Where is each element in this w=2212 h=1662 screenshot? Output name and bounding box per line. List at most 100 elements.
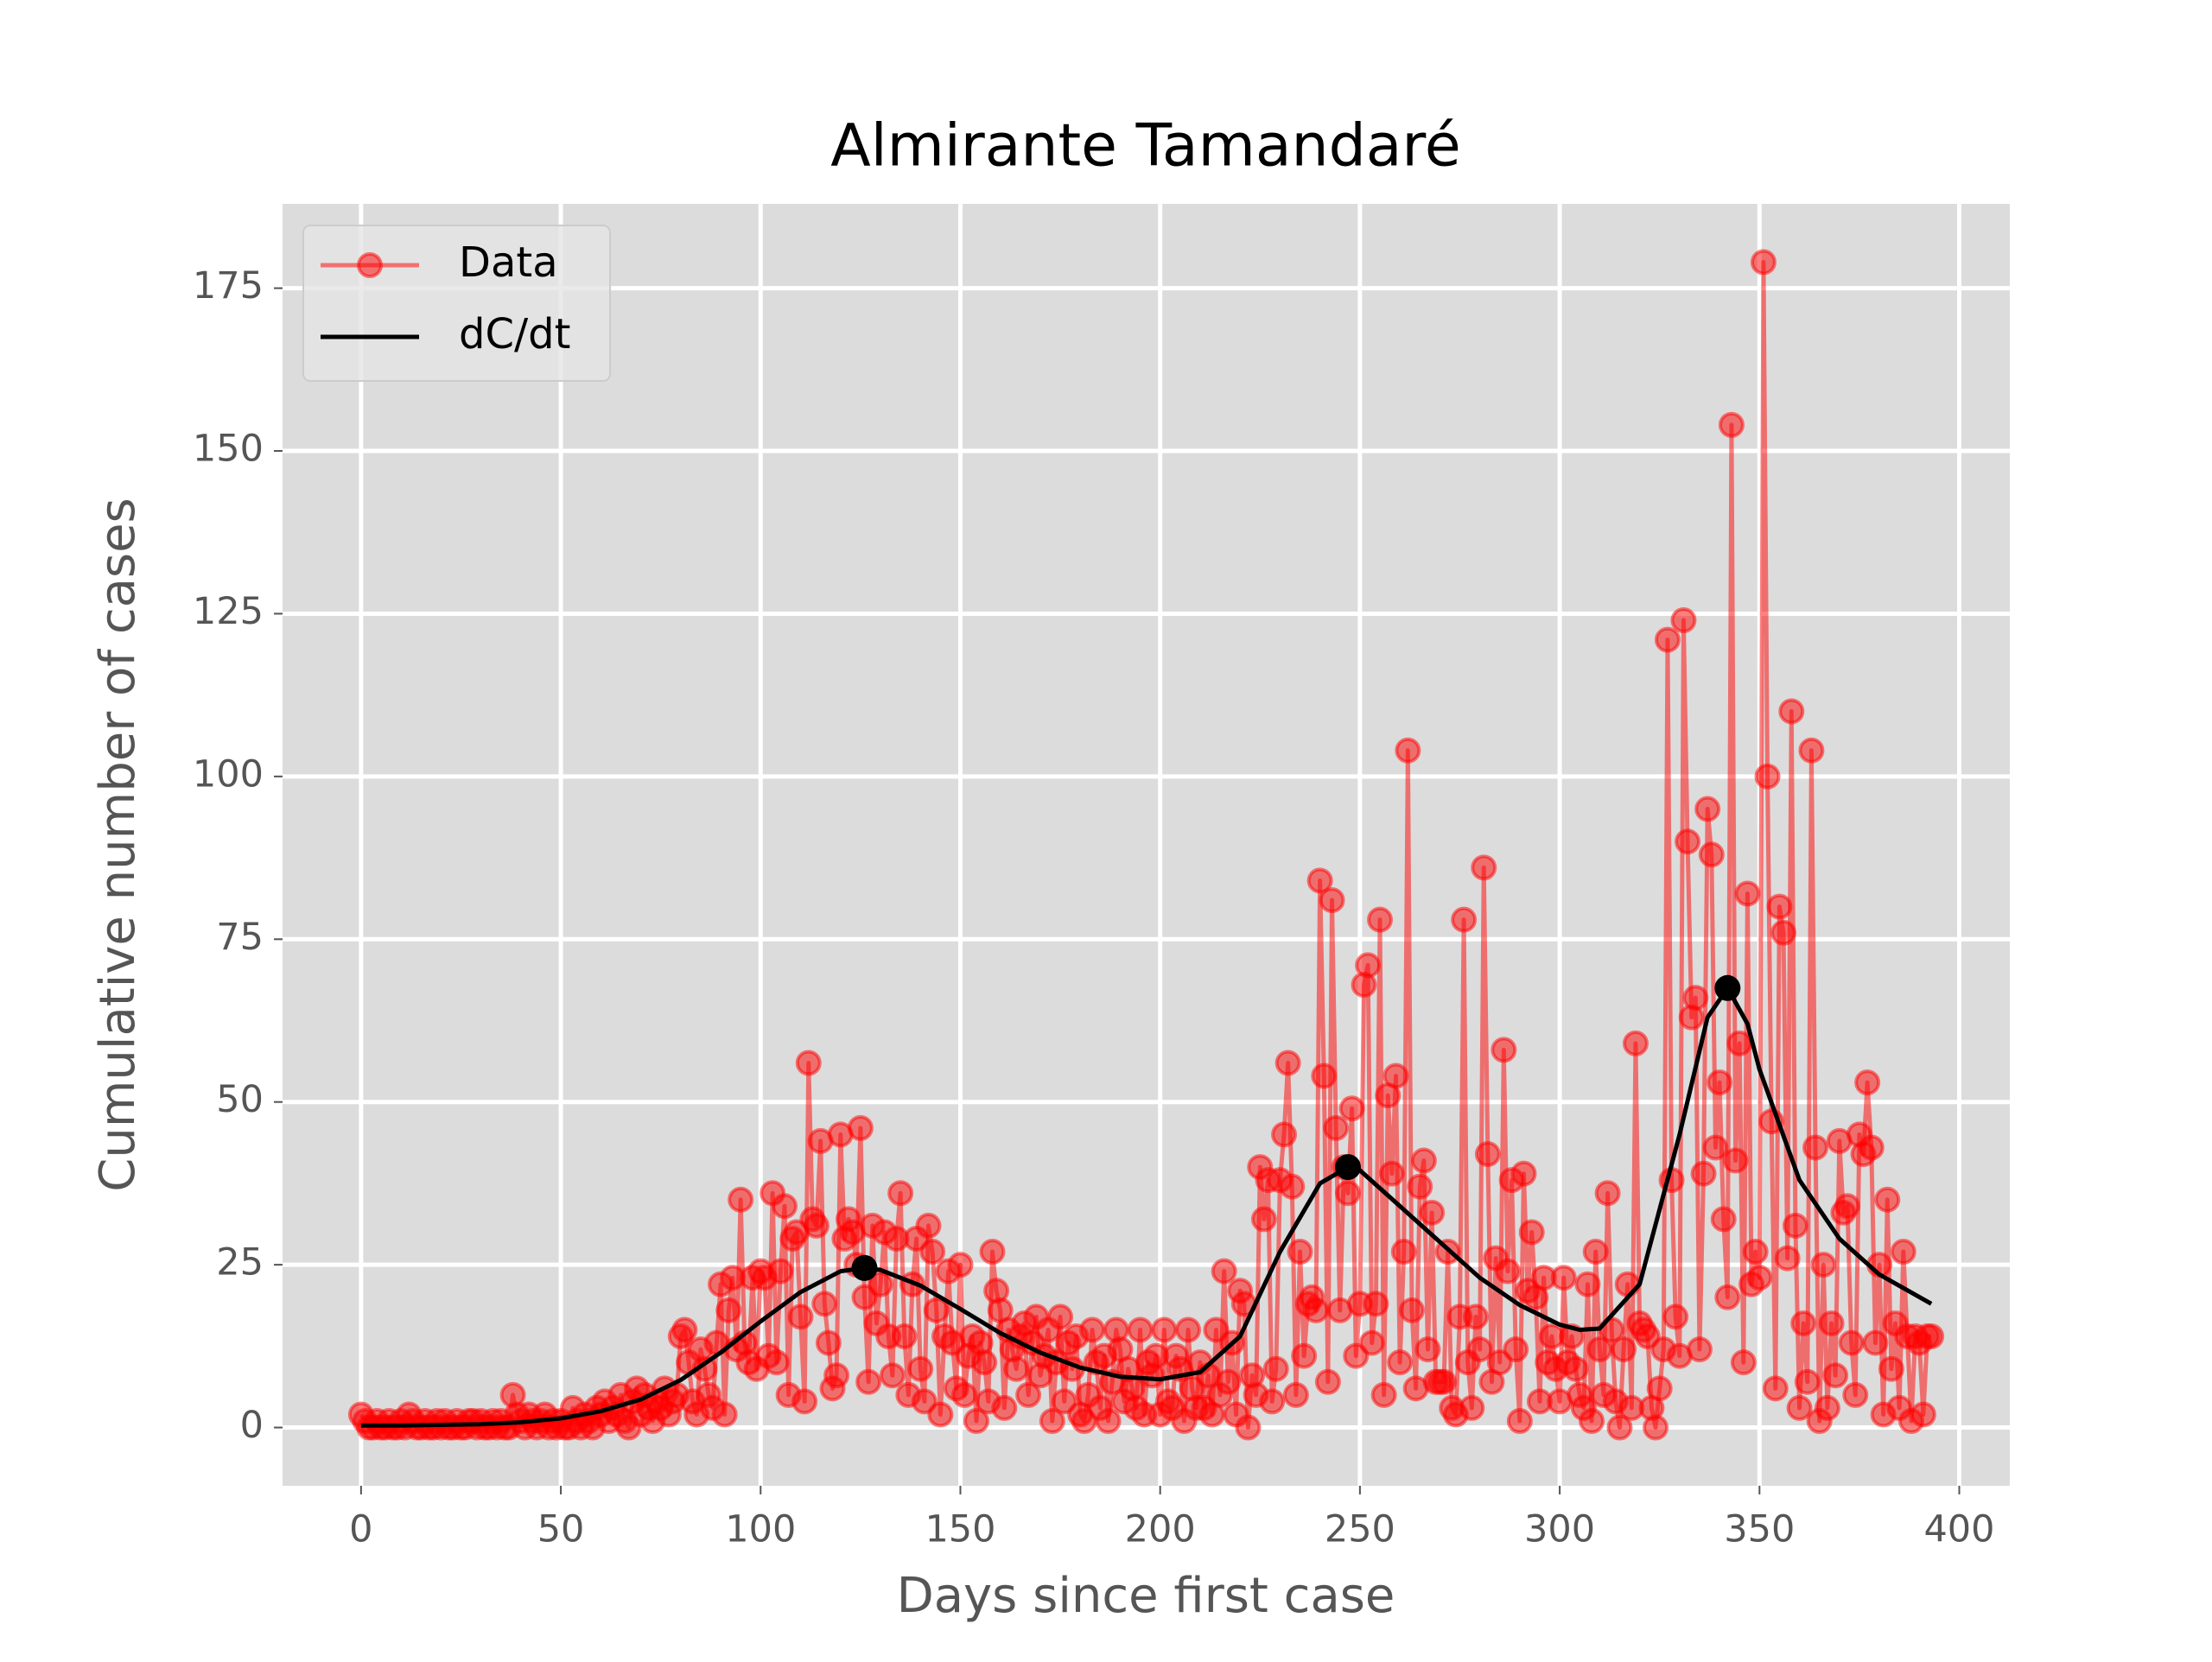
data-point <box>1550 1265 1577 1291</box>
chart-title: Almirante Tamandaré <box>830 112 1460 181</box>
data-point <box>963 1408 989 1435</box>
y-tick-label: 150 <box>193 428 264 471</box>
data-point <box>1494 1258 1521 1285</box>
data-point <box>1802 1134 1829 1161</box>
data-point <box>1842 1381 1869 1408</box>
data-point <box>1746 1265 1773 1291</box>
y-axis-label: Cumulative number of cases <box>90 498 146 1191</box>
data-point <box>1363 1291 1389 1317</box>
data-point <box>1430 1368 1457 1395</box>
y-tick-label: 125 <box>193 590 264 633</box>
data-point <box>1491 1037 1517 1063</box>
legend: Data dC/dt <box>302 225 611 382</box>
data-point <box>1918 1323 1945 1350</box>
data-point <box>1015 1381 1042 1408</box>
data-point <box>915 1212 942 1239</box>
data-point <box>1471 854 1497 881</box>
data-point <box>1047 1304 1074 1330</box>
data-point <box>1562 1355 1589 1382</box>
peak-point <box>851 1254 878 1281</box>
data-point <box>1451 906 1478 933</box>
data-point <box>1818 1310 1845 1336</box>
data-point <box>1734 880 1761 907</box>
data-point <box>1358 1329 1385 1356</box>
data-point <box>1370 1381 1397 1408</box>
data-point <box>1762 1375 1789 1402</box>
data-point <box>1095 1408 1122 1435</box>
data-point <box>1854 1069 1881 1096</box>
data-point <box>1622 1030 1649 1056</box>
data-point <box>767 1258 794 1285</box>
data-point <box>887 1180 914 1207</box>
data-point <box>1686 1336 1713 1363</box>
data-point <box>715 1297 742 1323</box>
data-point <box>1782 1212 1808 1239</box>
data-point <box>1215 1368 1242 1395</box>
data-point <box>671 1316 698 1343</box>
data-point <box>1670 606 1697 633</box>
x-axis-label: Days since first case <box>897 1568 1395 1624</box>
data-point <box>1282 1381 1309 1408</box>
legend-label: Data <box>459 238 558 287</box>
data-point <box>1862 1329 1889 1356</box>
peak-point <box>1714 974 1741 1001</box>
data-point <box>1503 1336 1529 1363</box>
data-point <box>815 1329 842 1356</box>
data-point <box>1306 867 1333 894</box>
grid <box>283 204 2010 1486</box>
data-point <box>1646 1375 1673 1402</box>
data-point <box>907 1355 934 1382</box>
data-point <box>1690 1160 1717 1187</box>
data-point <box>1594 1180 1621 1207</box>
data-point <box>1611 1336 1637 1363</box>
data-point <box>1722 1147 1749 1174</box>
data-point <box>1730 1349 1757 1376</box>
data-point <box>1910 1401 1936 1428</box>
data-point <box>823 1362 850 1389</box>
data-point <box>947 1252 974 1278</box>
data-point <box>1790 1310 1817 1336</box>
data-point <box>763 1349 790 1376</box>
marks <box>347 249 1945 1441</box>
data-point <box>1395 737 1421 764</box>
x-tick-label: 250 <box>1325 1508 1395 1551</box>
x-tick-label: 0 <box>349 1508 372 1551</box>
data-point <box>991 1394 1018 1421</box>
data-point <box>1518 1219 1545 1246</box>
data-point <box>1810 1252 1837 1278</box>
y-tick-label: 25 <box>216 1241 264 1285</box>
data-point <box>1654 626 1681 653</box>
data-point <box>1822 1362 1849 1389</box>
data-point <box>1742 1239 1769 1266</box>
data-point <box>1614 1271 1641 1297</box>
data-point <box>787 1304 814 1330</box>
data-point <box>1279 1173 1306 1200</box>
data-point <box>1355 952 1382 979</box>
legend-label: dC/dt <box>459 310 570 358</box>
data-point <box>1287 1239 1313 1266</box>
data-point <box>1303 1297 1330 1323</box>
data-point <box>1750 249 1777 276</box>
data-point <box>1675 828 1701 855</box>
data-point <box>1407 1173 1433 1200</box>
data-point <box>1506 1408 1533 1435</box>
data-point <box>1335 1180 1362 1207</box>
data-point <box>867 1271 893 1297</box>
data-point <box>1414 1336 1441 1363</box>
data-point <box>1890 1239 1916 1266</box>
data-point <box>1770 919 1797 946</box>
data-point <box>1698 841 1725 868</box>
peak-point <box>1335 1154 1362 1181</box>
data-point <box>1250 1206 1277 1233</box>
data-point <box>728 1186 754 1213</box>
x-tick-label: 200 <box>1125 1508 1196 1551</box>
data-point <box>1390 1239 1417 1266</box>
data-point <box>1794 1368 1821 1395</box>
data-point <box>1175 1316 1202 1343</box>
y-tick-label: 175 <box>193 264 264 308</box>
data-point <box>1858 1134 1885 1161</box>
data-point <box>1682 985 1709 1012</box>
data-point <box>1798 737 1825 764</box>
data-point <box>891 1323 918 1350</box>
